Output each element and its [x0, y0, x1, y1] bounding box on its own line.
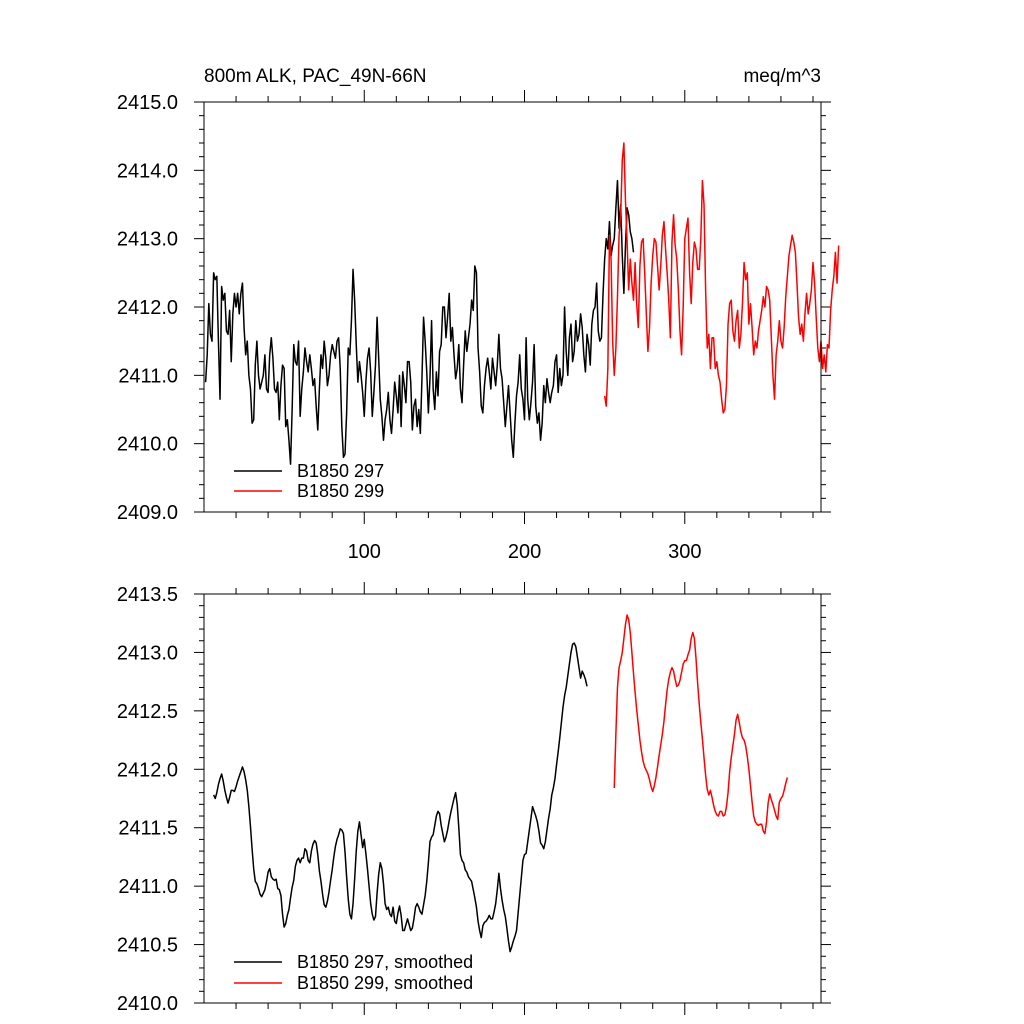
top-y-tick-labels: 2409.0 2410.0 2411.0 2412.0 2413.0 2414.0 2415… — [117, 92, 178, 524]
y-tick-label: 2415.0 — [117, 92, 178, 114]
top-chart-title: 800m ALK, PAC_49N-66N — [204, 66, 427, 87]
x-tick-label: 300 — [668, 541, 701, 563]
bottom-legend-label-299: B1850 299, smoothed — [297, 973, 473, 993]
y-tick-label: 2412.0 — [117, 297, 178, 319]
bottom-legend: B1850 297, smoothed B1850 299, smoothed — [234, 952, 473, 993]
y-tick-label: 2411.5 — [118, 818, 178, 840]
y-tick-label: 2409.0 — [117, 502, 178, 524]
series-line-b1850-299 — [603, 142, 840, 414]
series-line-b1850-297-smoothed — [212, 642, 588, 953]
y-tick-label: 2414.0 — [117, 160, 178, 182]
bottom-y-tick-labels: 2410.0 2410.5 2411.0 2411.5 2412.0 2412.5 2413… — [117, 584, 178, 1015]
bottom-plot-frame — [203, 593, 822, 1004]
bottom-legend-label-297: B1850 297, smoothed — [297, 952, 473, 972]
bottom-axis-ticks — [194, 582, 831, 1015]
series-line-b1850-297 — [204, 179, 635, 465]
y-tick-label: 2411.0 — [118, 876, 178, 898]
y-tick-label: 2413.5 — [117, 584, 178, 606]
top-legend-label-299: B1850 299 — [297, 481, 384, 501]
y-tick-label: 2411.0 — [118, 365, 178, 387]
y-tick-label: 2412.0 — [117, 759, 178, 781]
y-tick-label: 2413.0 — [117, 229, 178, 251]
top-legend-label-297: B1850 297 — [297, 461, 384, 481]
bottom-chart: 2410.0 2410.5 2411.0 2411.5 2412.0 2412.5 2413… — [117, 582, 831, 1015]
top-legend: B1850 297 B1850 299 — [234, 461, 384, 501]
y-tick-label: 2410.5 — [117, 935, 178, 957]
top-axis-ticks — [194, 90, 831, 524]
top-series-group — [204, 142, 840, 465]
x-tick-label: 200 — [508, 541, 541, 563]
top-chart: 800m ALK, PAC_49N-66N meq/m^3 100 200 300 … — [117, 66, 840, 563]
series-line-b1850-299-smoothed — [613, 614, 789, 835]
x-tick-label: 100 — [348, 541, 381, 563]
y-tick-label: 2410.0 — [117, 434, 178, 456]
y-tick-label: 2412.5 — [117, 701, 178, 723]
top-x-tick-labels: 100 200 300 — [348, 541, 702, 563]
y-tick-label: 2410.0 — [117, 993, 178, 1015]
bottom-series-group — [212, 614, 789, 953]
top-plot-frame — [203, 101, 822, 513]
y-tick-label: 2413.0 — [117, 642, 178, 664]
top-chart-units: meq/m^3 — [743, 66, 821, 87]
